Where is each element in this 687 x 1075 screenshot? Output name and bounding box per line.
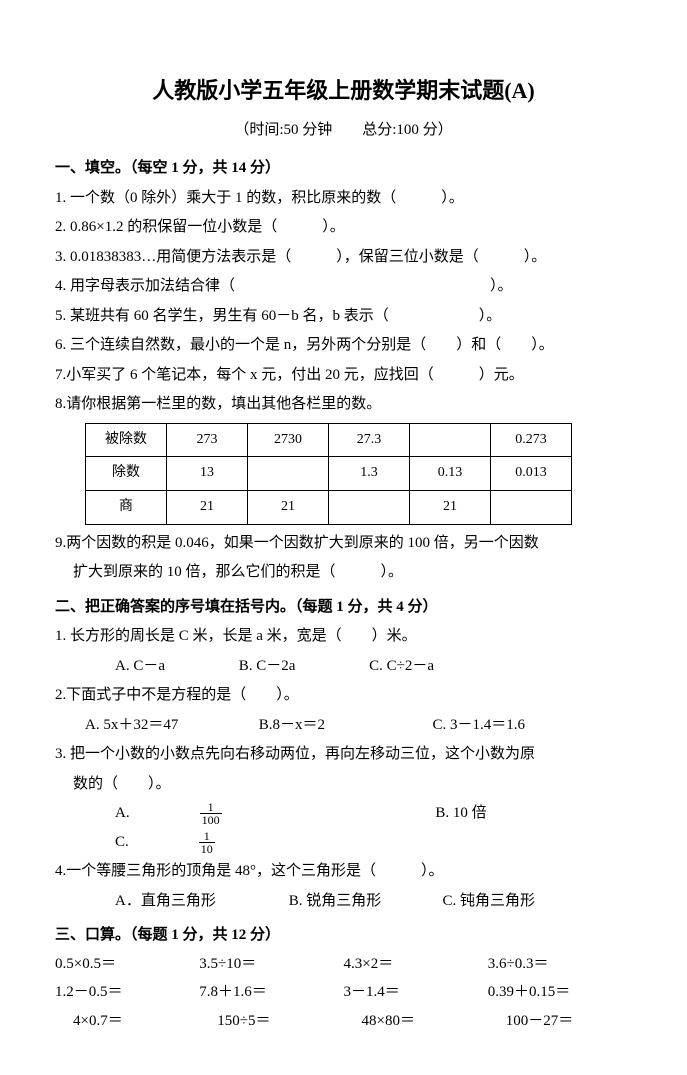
cell: 除数 [86, 457, 167, 491]
s2-q1: 1. 长方形的周长是 C 米，长是 a 米，宽是（ ）米。 [55, 622, 632, 651]
option-a: A. 1100 [115, 799, 362, 828]
option-b: B.8－x＝2 [259, 711, 429, 740]
option-c: C. C÷2－a [369, 652, 434, 681]
calc-item: 3.5÷10＝ [199, 950, 343, 979]
calc-row: 1.2－0.5＝ 7.8＋1.6＝ 3－1.4＝ 0.39＋0.15＝ [55, 978, 632, 1007]
s1-q4: 4. 用字母表示加法结合律（ ）。 [55, 272, 632, 301]
s1-q2: 2. 0.86×1.2 的积保留一位小数是（ ）。 [55, 213, 632, 242]
calc-item: 48×80＝ [344, 1007, 488, 1036]
option-c: C. 3－1.4＝1.6 [433, 711, 526, 740]
cell: 0.13 [410, 457, 491, 491]
table-row: 除数 13 1.3 0.13 0.013 [86, 457, 572, 491]
s1-q9b: 扩大到原来的 10 倍，那么它们的积是（ ）。 [73, 558, 632, 587]
option-c: C. 110 [115, 828, 355, 857]
option-b: B. C－2a [239, 652, 296, 681]
cell: 商 [86, 490, 167, 524]
cell: 27.3 [329, 423, 410, 457]
s2-q2-options: A. 5x＋32＝47 B.8－x＝2 C. 3－1.4＝1.6 [85, 711, 632, 740]
cell: 0.013 [491, 457, 572, 491]
option-a: A. 5x＋32＝47 [85, 711, 255, 740]
option-c: C. 钝角三角形 [443, 887, 536, 916]
s1-q1: 1. 一个数（0 除外）乘大于 1 的数，积比原来的数（ ）。 [55, 184, 632, 213]
s2-q2: 2.下面式子中不是方程的是（ ）。 [55, 681, 632, 710]
option-a: A. C－a [115, 652, 165, 681]
calc-item: 0.5×0.5＝ [55, 950, 199, 979]
s1-q8: 8.请你根据第一栏里的数，填出其他各栏里的数。 [55, 390, 632, 419]
s1-q3: 3. 0.01838383…用简便方法表示是（ ），保留三位小数是（ ）。 [55, 243, 632, 272]
page-subtitle: （时间:50 分钟 总分:100 分） [55, 116, 632, 145]
cell: 2730 [248, 423, 329, 457]
s1-q7: 7.小军买了 6 个笔记本，每个 x 元，付出 20 元，应找回（ ）元。 [55, 361, 632, 390]
cell: 21 [248, 490, 329, 524]
calc-item: 100－27＝ [488, 1007, 632, 1036]
cell: 1.3 [329, 457, 410, 491]
s2-q3b: 数的（ ）。 [73, 770, 632, 799]
table-row: 被除数 273 2730 27.3 0.273 [86, 423, 572, 457]
s1-q6: 6. 三个连续自然数，最小的一个是 n，另外两个分别是（ ）和（ ）。 [55, 331, 632, 360]
calc-item: 7.8＋1.6＝ [199, 978, 343, 1007]
calc-item: 4.3×2＝ [344, 950, 488, 979]
cell: 13 [167, 457, 248, 491]
cell [329, 490, 410, 524]
calc-item: 0.39＋0.15＝ [488, 978, 632, 1007]
calc-item: 4×0.7＝ [55, 1007, 199, 1036]
calc-item: 1.2－0.5＝ [55, 978, 199, 1007]
calc-item: 150÷5＝ [199, 1007, 343, 1036]
calc-row: 0.5×0.5＝ 3.5÷10＝ 4.3×2＝ 3.6÷0.3＝ [55, 950, 632, 979]
s2-q1-options: A. C－a B. C－2a C. C÷2－a [115, 652, 632, 681]
s1-q9a: 9.两个因数的积是 0.046，如果一个因数扩大到原来的 100 倍，另一个因数 [55, 529, 632, 558]
cell: 21 [410, 490, 491, 524]
calc-item: 3.6÷0.3＝ [488, 950, 632, 979]
calc-row: 4×0.7＝ 150÷5＝ 48×80＝ 100－27＝ [55, 1007, 632, 1036]
cell [410, 423, 491, 457]
option-b: B. 10 倍 [435, 799, 486, 828]
section2-header: 二、把正确答案的序号填在括号内。（每题 1 分，共 4 分） [55, 593, 632, 622]
s2-q3a: 3. 把一个小数的小数点先向右移动两位，再向左移动三位，这个小数为原 [55, 740, 632, 769]
fill-table: 被除数 273 2730 27.3 0.273 除数 13 1.3 0.13 0… [85, 423, 572, 525]
cell [491, 490, 572, 524]
s2-q4: 4.一个等腰三角形的顶角是 48°，这个三角形是（ ）。 [55, 857, 632, 886]
s2-q3-options: A. 1100 B. 10 倍 C. 110 [115, 799, 632, 856]
fraction: 110 [199, 830, 285, 855]
s1-q5: 5. 某班共有 60 名学生，男生有 60－b 名，b 表示（ ）。 [55, 302, 632, 331]
option-b: B. 锐角三角形 [289, 887, 439, 916]
cell: 21 [167, 490, 248, 524]
s2-q4-options: A．直角三角形 B. 锐角三角形 C. 钝角三角形 [115, 887, 632, 916]
fraction: 1100 [200, 801, 292, 826]
table-row: 商 21 21 21 [86, 490, 572, 524]
page-title: 人教版小学五年级上册数学期末试题(A) [55, 70, 632, 112]
section3-header: 三、口算。（每题 1 分，共 12 分） [55, 921, 632, 950]
exam-page: 人教版小学五年级上册数学期末试题(A) （时间:50 分钟 总分:100 分） … [0, 0, 687, 1075]
calc-item: 3－1.4＝ [344, 978, 488, 1007]
section1-header: 一、填空。（每空 1 分，共 14 分） [55, 154, 632, 183]
cell: 0.273 [491, 423, 572, 457]
cell [248, 457, 329, 491]
cell: 被除数 [86, 423, 167, 457]
cell: 273 [167, 423, 248, 457]
option-a: A．直角三角形 [115, 887, 285, 916]
